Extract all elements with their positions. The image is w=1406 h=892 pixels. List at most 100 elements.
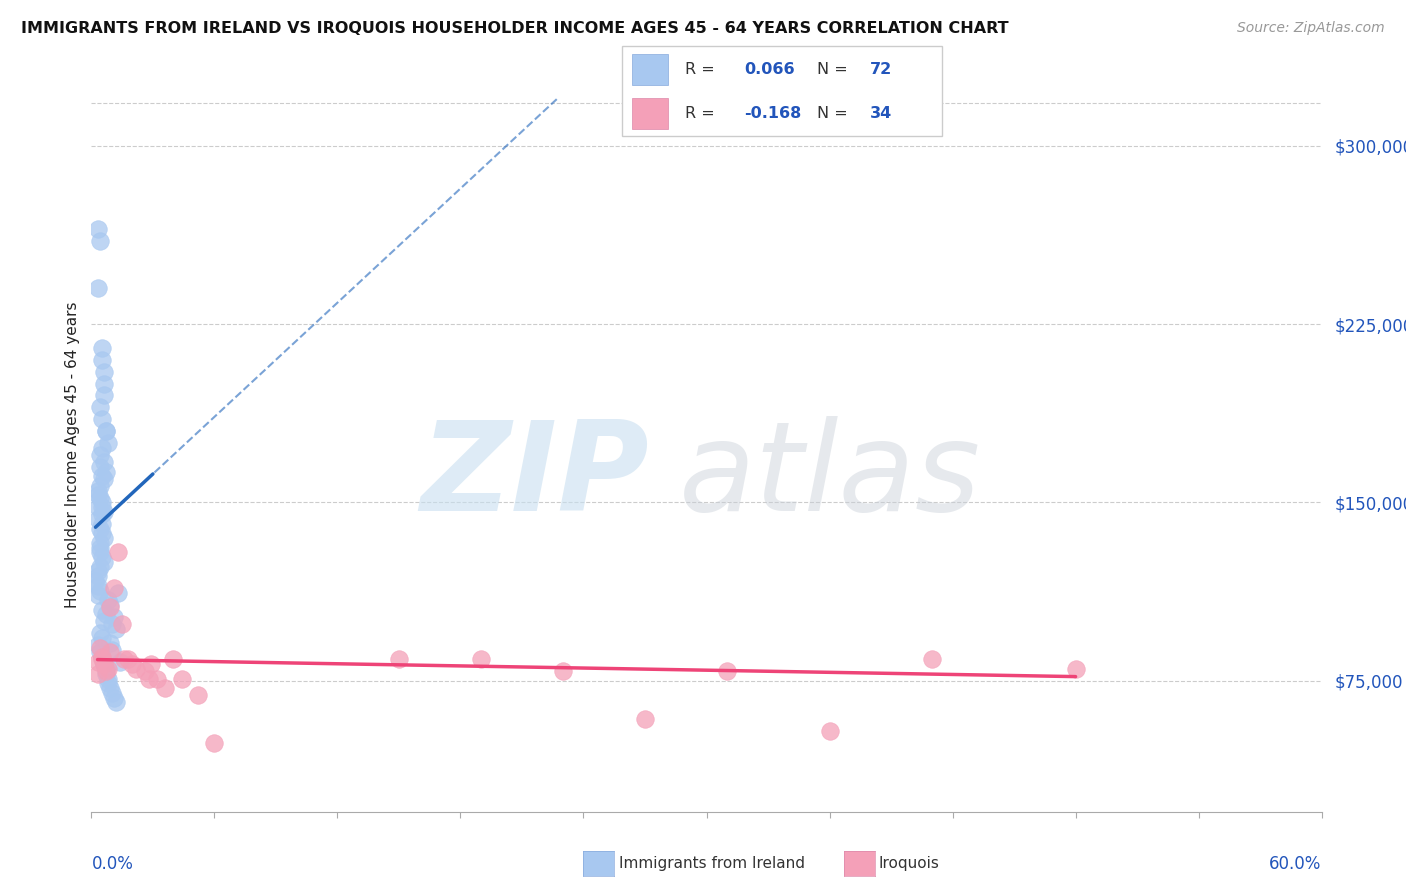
Point [921, 652, 943, 666]
Point [89, 541, 111, 555]
Point [170, 672, 193, 686]
Text: 60.0%: 60.0% [1270, 855, 1322, 872]
Point [86, 588, 108, 602]
Point [108, 655, 131, 669]
Point [93, 657, 115, 672]
Point [97, 676, 120, 690]
Point [94, 424, 117, 438]
Point [89, 459, 111, 474]
Point [98, 645, 121, 659]
Point [94, 665, 117, 679]
Point [105, 622, 127, 636]
Text: R =: R = [685, 62, 720, 77]
Text: Source: ZipAtlas.com: Source: ZipAtlas.com [1237, 21, 1385, 35]
Point [162, 652, 184, 666]
Text: atlas: atlas [679, 416, 980, 537]
Text: -0.168: -0.168 [744, 106, 801, 121]
Point [105, 695, 127, 709]
Point [103, 581, 125, 595]
Point [551, 665, 574, 679]
Point [98, 636, 121, 650]
Point [103, 609, 125, 624]
Point [86, 500, 108, 515]
Point [90, 495, 112, 509]
Point [107, 545, 129, 559]
Point [89, 545, 111, 559]
Point [107, 586, 129, 600]
Point [86, 638, 108, 652]
Point [98, 598, 121, 612]
Text: 0.066: 0.066 [744, 62, 794, 77]
Point [93, 376, 115, 391]
Point [93, 388, 115, 402]
Point [86, 488, 108, 502]
Point [90, 650, 112, 665]
Point [153, 681, 177, 695]
Point [86, 281, 108, 295]
Y-axis label: Householder Income Ages 45 - 64 years: Householder Income Ages 45 - 64 years [65, 301, 80, 608]
Point [90, 652, 112, 666]
Point [94, 662, 117, 676]
Point [101, 616, 124, 631]
Point [84, 574, 107, 588]
Point [97, 593, 120, 607]
Point [138, 672, 160, 686]
Point [94, 607, 117, 622]
Point [89, 626, 111, 640]
Point [93, 365, 115, 379]
Point [89, 522, 111, 536]
Point [90, 352, 112, 367]
Point [94, 666, 117, 681]
Point [97, 436, 120, 450]
Point [93, 531, 115, 545]
Point [187, 688, 209, 702]
Point [94, 424, 117, 438]
FancyBboxPatch shape [621, 46, 942, 136]
Point [1064, 662, 1087, 676]
Point [90, 500, 112, 515]
Point [97, 672, 120, 686]
Point [86, 512, 108, 526]
Point [101, 643, 124, 657]
Bar [631, 98, 668, 129]
Point [89, 645, 111, 659]
Text: 72: 72 [870, 62, 891, 77]
Point [98, 681, 121, 695]
Point [94, 465, 117, 479]
Point [90, 650, 112, 665]
Point [89, 401, 111, 415]
Point [89, 491, 111, 505]
Point [388, 652, 411, 666]
Point [139, 657, 162, 672]
Point [90, 516, 112, 531]
Point [89, 448, 111, 462]
Point [89, 559, 111, 574]
Point [111, 616, 134, 631]
Point [716, 665, 738, 679]
Point [98, 600, 121, 615]
Point [89, 583, 111, 598]
Text: 34: 34 [870, 106, 891, 121]
Point [93, 455, 115, 469]
Point [89, 234, 111, 248]
Point [86, 565, 108, 579]
Text: N =: N = [817, 106, 853, 121]
Point [93, 657, 115, 672]
Point [93, 555, 115, 569]
Text: IMMIGRANTS FROM IRELAND VS IROQUOIS HOUSEHOLDER INCOME AGES 45 - 64 YEARS CORREL: IMMIGRANTS FROM IRELAND VS IROQUOIS HOUS… [21, 21, 1008, 36]
Point [86, 483, 108, 498]
Point [470, 652, 492, 666]
Point [101, 686, 124, 700]
Point [202, 736, 225, 750]
Point [90, 602, 112, 616]
Point [90, 441, 112, 455]
Point [90, 631, 112, 645]
Point [146, 672, 169, 686]
Point [90, 469, 112, 483]
Point [125, 662, 148, 676]
Point [86, 666, 108, 681]
Point [134, 665, 156, 679]
Point [86, 579, 108, 593]
Point [634, 712, 657, 726]
Text: Immigrants from Ireland: Immigrants from Ireland [619, 856, 804, 871]
